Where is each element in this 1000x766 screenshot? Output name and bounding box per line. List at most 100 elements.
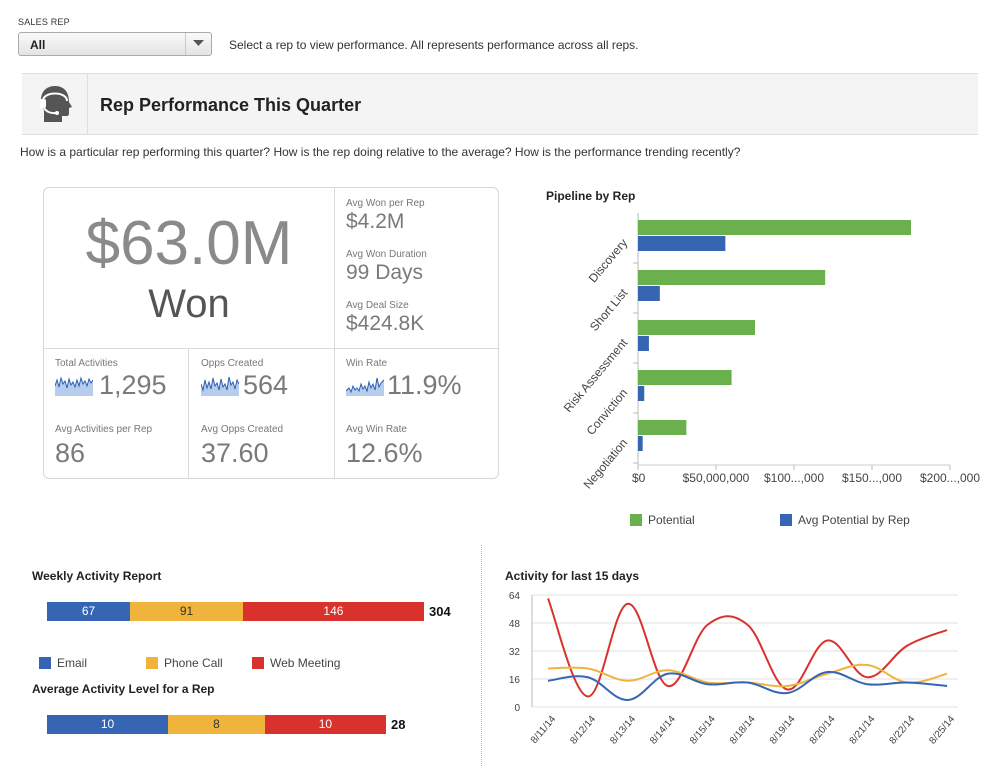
pipeline-bar-avg-potential-by-rep-conviction bbox=[638, 386, 645, 401]
line-chart-y-tick-label: 48 bbox=[509, 619, 521, 630]
stack-segment-email: 67 bbox=[47, 602, 131, 621]
banner-icon-box bbox=[22, 74, 88, 134]
stack-segment-web-meeting: 146 bbox=[242, 602, 424, 621]
stack-segment-email: 10 bbox=[47, 715, 169, 734]
pipeline-category-label: Short List bbox=[587, 285, 631, 333]
pipeline-category-label: Discovery bbox=[586, 236, 631, 285]
line-series-web-meeting bbox=[547, 598, 948, 698]
pipeline-bar-avg-potential-by-rep-risk-assessment bbox=[638, 336, 649, 351]
pipeline-x-tick-label: $200...,000 bbox=[920, 471, 980, 485]
pipeline-category-label: Conviction bbox=[584, 386, 631, 438]
weekly-activity-title: Weekly Activity Report bbox=[32, 569, 162, 583]
pipeline-bar-potential-risk-assessment bbox=[638, 320, 755, 335]
avg-activity-total: 28 bbox=[391, 717, 406, 732]
avg-win-rate-label: Avg Win Rate bbox=[346, 424, 407, 435]
line-chart-x-tick-label: 8/22/14 bbox=[888, 714, 918, 747]
line-chart-y-tick-label: 64 bbox=[509, 591, 521, 602]
line-chart-x-tick-label: 8/13/14 bbox=[608, 714, 638, 747]
pipeline-x-tick-label: $0 bbox=[632, 471, 646, 485]
line-chart-x-tick-label: 8/15/14 bbox=[688, 714, 718, 747]
pipeline-bar-avg-potential-by-rep-short-list bbox=[638, 286, 660, 301]
pipeline-bar-avg-potential-by-rep-negotiation bbox=[638, 436, 643, 451]
avg-deal-size-value: $424.8K bbox=[346, 312, 425, 335]
line-chart-x-tick-label: 8/20/14 bbox=[808, 714, 838, 747]
kpi-divider bbox=[334, 188, 335, 478]
sales-rep-dropdown[interactable]: All bbox=[18, 32, 212, 56]
legend-swatch-web-meeting bbox=[252, 657, 264, 669]
legend-label-web-meeting: Web Meeting bbox=[270, 656, 341, 670]
pipeline-x-tick-label: $50,000,000 bbox=[683, 471, 750, 485]
kpi-panel: $63.0M Won Avg Won per Rep $4.2M Avg Won… bbox=[43, 187, 499, 479]
won-value: $63.0M bbox=[85, 209, 293, 278]
sales-rep-selected-value: All bbox=[30, 38, 46, 52]
avg-activity-bar: 10 8 10 bbox=[47, 715, 386, 734]
stack-segment-phone-call: 91 bbox=[130, 602, 243, 621]
chevron-down-icon bbox=[193, 40, 204, 46]
legend-swatch-avg-potential bbox=[780, 514, 792, 526]
total-activities-label: Total Activities bbox=[55, 358, 118, 369]
avg-activities-per-rep-label: Avg Activities per Rep bbox=[55, 424, 153, 435]
avg-win-rate-value: 12.6% bbox=[346, 438, 423, 468]
page-subtitle: How is a particular rep performing this … bbox=[20, 145, 741, 159]
line-chart-x-tick-label: 8/19/14 bbox=[768, 714, 798, 747]
section-banner: Rep Performance This Quarter bbox=[22, 73, 978, 135]
line-chart-x-tick-label: 8/21/14 bbox=[848, 714, 878, 747]
legend-label-avg-potential: Avg Potential by Rep bbox=[798, 513, 910, 527]
avg-activities-per-rep-value: 86 bbox=[55, 438, 86, 468]
line-chart-x-tick-label: 8/11/14 bbox=[529, 714, 559, 746]
kpi-divider bbox=[188, 348, 189, 478]
legend-swatch-email bbox=[39, 657, 51, 669]
legend-swatch-phone-call bbox=[146, 657, 158, 669]
line-chart-x-tick-label: 8/18/14 bbox=[728, 714, 758, 747]
legend-swatch-potential bbox=[630, 514, 642, 526]
stack-segment-web-meeting: 10 bbox=[264, 715, 386, 734]
won-label: Won bbox=[148, 282, 230, 326]
opps-created-label: Opps Created bbox=[201, 358, 264, 369]
pipeline-bar-potential-conviction bbox=[638, 370, 732, 385]
pipeline-category-label: Negotiation bbox=[581, 436, 631, 492]
activity-line-chart: 0 16 32 48 64 8/11/14 8/12/14 8/13/14 8/14/14 8/1… bbox=[509, 591, 958, 747]
pipeline-bar-potential-discovery bbox=[638, 220, 911, 235]
legend-label-phone-call: Phone Call bbox=[164, 656, 223, 670]
avg-deal-size-label: Avg Deal Size bbox=[346, 300, 409, 311]
weekly-activity-bar: 67 91 146 bbox=[47, 602, 424, 621]
avg-won-duration-label: Avg Won Duration bbox=[346, 249, 427, 260]
stack-segment-phone-call: 8 bbox=[168, 715, 265, 734]
pipeline-x-tick-label: $100...,000 bbox=[764, 471, 824, 485]
dropdown-arrow[interactable] bbox=[185, 33, 211, 55]
avg-won-duration-value: 99 Days bbox=[346, 261, 424, 284]
section-divider bbox=[481, 545, 482, 766]
legend-label-potential: Potential bbox=[648, 513, 695, 527]
opps-created-sparkline bbox=[201, 376, 239, 396]
legend-label-email: Email bbox=[57, 656, 88, 670]
avg-opps-created-label: Avg Opps Created bbox=[201, 424, 284, 435]
opps-created-value: 564 bbox=[243, 370, 289, 400]
legend-web-meeting: Web Meeting bbox=[252, 656, 340, 670]
headset-agent-icon bbox=[40, 86, 72, 122]
weekly-activity-total: 304 bbox=[429, 604, 451, 619]
line-chart-x-tick-label: 8/12/14 bbox=[568, 714, 598, 747]
win-rate-sparkline bbox=[346, 377, 384, 396]
legend-potential: Potential bbox=[630, 513, 695, 527]
win-rate-label: Win Rate bbox=[346, 358, 388, 369]
avg-won-per-rep-value: $4.2M bbox=[346, 210, 405, 233]
line-chart-y-tick-label: 32 bbox=[509, 647, 521, 658]
win-rate-value: 11.9% bbox=[387, 370, 462, 400]
sales-rep-help-text: Select a rep to view performance. All re… bbox=[229, 38, 639, 52]
avg-opps-created-value: 37.60 bbox=[201, 438, 269, 468]
activity-15-days-title: Activity for last 15 days bbox=[505, 569, 640, 583]
pipeline-bar-avg-potential-by-rep-discovery bbox=[638, 236, 726, 251]
line-chart-x-tick-label: 8/25/14 bbox=[927, 714, 957, 747]
total-activities-value: 1,295 bbox=[99, 370, 167, 400]
page-title: Rep Performance This Quarter bbox=[100, 95, 362, 115]
sales-rep-label: SALES REP bbox=[18, 17, 70, 27]
pipeline-bar-potential-negotiation bbox=[638, 420, 687, 435]
legend-phone-call: Phone Call bbox=[146, 656, 223, 670]
legend-email: Email bbox=[39, 656, 87, 670]
pipeline-bar-potential-short-list bbox=[638, 270, 826, 285]
line-chart-y-tick-label: 0 bbox=[514, 703, 520, 714]
pipeline-x-tick-label: $150...,000 bbox=[842, 471, 902, 485]
line-series-email bbox=[547, 670, 948, 702]
kpi-divider bbox=[44, 348, 498, 349]
